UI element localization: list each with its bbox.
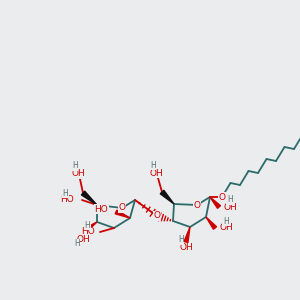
Text: H: H <box>84 220 90 230</box>
Text: H: H <box>74 239 80 248</box>
Text: OH: OH <box>224 202 238 211</box>
Text: OH: OH <box>220 224 234 232</box>
Text: HO: HO <box>60 196 74 205</box>
Polygon shape <box>160 190 174 204</box>
Polygon shape <box>184 227 190 242</box>
Text: H: H <box>72 161 78 170</box>
Text: OH: OH <box>149 169 163 178</box>
Polygon shape <box>81 191 97 205</box>
Polygon shape <box>206 217 217 229</box>
Text: OH: OH <box>179 244 193 253</box>
Polygon shape <box>115 210 130 218</box>
Text: O: O <box>194 200 200 209</box>
Text: O: O <box>218 193 226 202</box>
Polygon shape <box>82 222 97 234</box>
Text: H: H <box>178 236 184 244</box>
Text: O: O <box>118 203 125 212</box>
Text: H: H <box>223 217 229 226</box>
Text: OH: OH <box>71 169 85 178</box>
Text: H: H <box>62 188 68 197</box>
Text: O: O <box>154 212 160 220</box>
Text: HO: HO <box>94 205 108 214</box>
Text: H: H <box>227 196 233 205</box>
Text: HO: HO <box>81 227 95 236</box>
Polygon shape <box>210 197 220 208</box>
Text: OH: OH <box>76 235 90 244</box>
Text: H: H <box>150 160 156 169</box>
